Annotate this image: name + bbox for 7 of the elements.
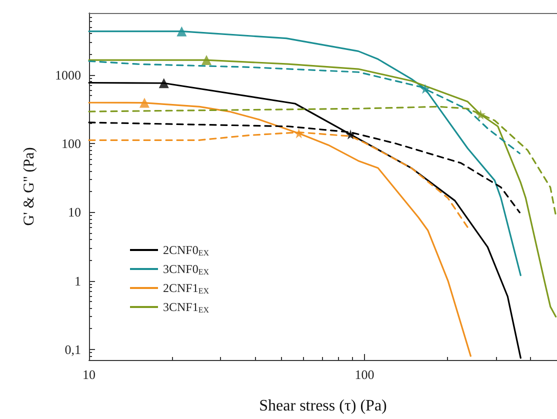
y-tick-label: 1	[74, 273, 81, 288]
y-axis-title: G' & G" (Pa)	[22, 147, 38, 226]
y-tick-label: 100	[62, 136, 81, 152]
y-tick-label: 10	[68, 204, 81, 220]
y-tick-label: 1000	[55, 67, 81, 82]
y-tick-label: 0,1	[64, 342, 81, 357]
x-axis-title: Shear stress (τ) (Pa)	[259, 398, 387, 414]
